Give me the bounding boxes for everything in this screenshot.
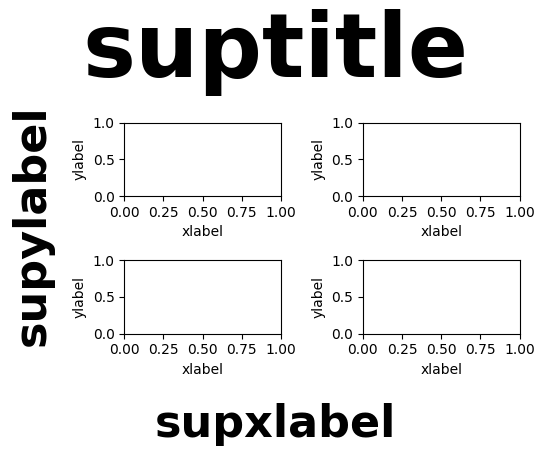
- Y-axis label: ylabel: ylabel: [73, 138, 87, 180]
- Y-axis label: ylabel: ylabel: [73, 276, 87, 318]
- Text: suptitle: suptitle: [82, 9, 468, 96]
- X-axis label: xlabel: xlabel: [420, 225, 462, 239]
- Text: supxlabel: supxlabel: [155, 402, 395, 446]
- X-axis label: xlabel: xlabel: [182, 363, 224, 377]
- Text: supylabel: supylabel: [11, 104, 54, 346]
- Y-axis label: ylabel: ylabel: [311, 276, 326, 318]
- X-axis label: xlabel: xlabel: [182, 225, 224, 239]
- Y-axis label: ylabel: ylabel: [311, 138, 326, 180]
- X-axis label: xlabel: xlabel: [420, 363, 462, 377]
